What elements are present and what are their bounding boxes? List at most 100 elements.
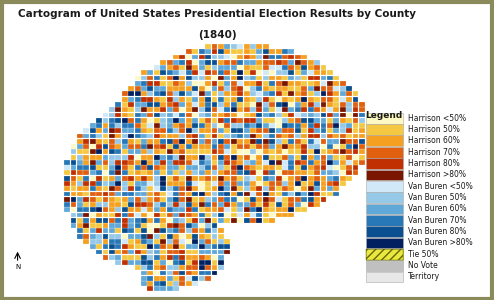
- Bar: [211, 223, 217, 228]
- Bar: [327, 139, 333, 144]
- Bar: [244, 44, 249, 49]
- Bar: [122, 197, 127, 202]
- Bar: [199, 65, 205, 70]
- Bar: [141, 271, 147, 275]
- Bar: [340, 149, 346, 154]
- Bar: [199, 165, 205, 170]
- Bar: [346, 112, 352, 117]
- Bar: [263, 197, 269, 202]
- Bar: [179, 139, 185, 144]
- Bar: [179, 265, 185, 270]
- Bar: [199, 97, 205, 102]
- Bar: [250, 186, 256, 191]
- Bar: [301, 92, 307, 96]
- Bar: [288, 139, 294, 144]
- Bar: [218, 176, 224, 181]
- FancyBboxPatch shape: [366, 238, 404, 248]
- Bar: [224, 118, 230, 123]
- Bar: [116, 250, 122, 254]
- Bar: [199, 176, 205, 181]
- Bar: [327, 112, 333, 117]
- Bar: [192, 186, 198, 191]
- Bar: [224, 218, 230, 223]
- Bar: [256, 160, 262, 165]
- FancyBboxPatch shape: [366, 113, 404, 124]
- Bar: [147, 255, 153, 260]
- Bar: [327, 102, 333, 107]
- Bar: [109, 255, 115, 260]
- Bar: [128, 202, 134, 207]
- Bar: [141, 207, 147, 212]
- Bar: [128, 260, 134, 265]
- Bar: [186, 107, 192, 112]
- Bar: [282, 81, 288, 86]
- Bar: [154, 228, 160, 233]
- Bar: [205, 160, 211, 165]
- Bar: [141, 86, 147, 91]
- Bar: [154, 139, 160, 144]
- Bar: [90, 186, 96, 191]
- Bar: [116, 112, 122, 117]
- Bar: [135, 134, 140, 138]
- Bar: [205, 97, 211, 102]
- Bar: [244, 112, 249, 117]
- Bar: [90, 197, 96, 202]
- Bar: [224, 186, 230, 191]
- Bar: [276, 97, 282, 102]
- Bar: [83, 192, 89, 197]
- Bar: [269, 207, 275, 212]
- Bar: [186, 81, 192, 86]
- Bar: [64, 176, 70, 181]
- Bar: [147, 181, 153, 186]
- Bar: [353, 139, 359, 144]
- Bar: [340, 155, 346, 160]
- Bar: [96, 192, 102, 197]
- Bar: [173, 281, 179, 286]
- Bar: [282, 92, 288, 96]
- Bar: [250, 97, 256, 102]
- Bar: [346, 123, 352, 128]
- Bar: [321, 186, 327, 191]
- Bar: [224, 149, 230, 154]
- Bar: [282, 70, 288, 75]
- Bar: [218, 86, 224, 91]
- Bar: [147, 228, 153, 233]
- Bar: [192, 260, 198, 265]
- Bar: [218, 102, 224, 107]
- Bar: [186, 102, 192, 107]
- Bar: [199, 228, 205, 233]
- Bar: [282, 65, 288, 70]
- Bar: [288, 86, 294, 91]
- Bar: [179, 281, 185, 286]
- FancyBboxPatch shape: [366, 203, 404, 214]
- Bar: [199, 213, 205, 218]
- Bar: [333, 176, 339, 181]
- Bar: [295, 65, 301, 70]
- Bar: [96, 149, 102, 154]
- Bar: [71, 186, 77, 191]
- Bar: [109, 134, 115, 138]
- Bar: [308, 149, 314, 154]
- Bar: [231, 81, 237, 86]
- Bar: [192, 97, 198, 102]
- Bar: [256, 76, 262, 80]
- Bar: [179, 176, 185, 181]
- Bar: [237, 97, 243, 102]
- Bar: [192, 60, 198, 65]
- Bar: [288, 76, 294, 80]
- Bar: [263, 144, 269, 149]
- Bar: [276, 55, 282, 59]
- Bar: [71, 155, 77, 160]
- Bar: [333, 128, 339, 133]
- Bar: [269, 107, 275, 112]
- Bar: [186, 228, 192, 233]
- Bar: [224, 49, 230, 54]
- Bar: [192, 123, 198, 128]
- Bar: [211, 155, 217, 160]
- Bar: [359, 160, 365, 165]
- Bar: [109, 160, 115, 165]
- Bar: [179, 149, 185, 154]
- Bar: [308, 118, 314, 123]
- Bar: [122, 192, 127, 197]
- Text: Harrison 70%: Harrison 70%: [409, 148, 460, 157]
